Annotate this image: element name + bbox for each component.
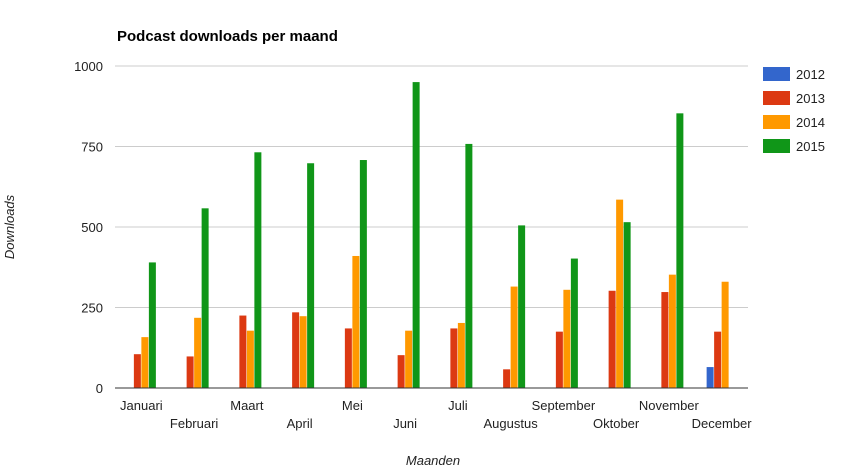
bar-2014-augustus — [510, 286, 518, 388]
x-tick-label: Augustus — [484, 416, 539, 431]
bar-2015-januari — [148, 262, 156, 388]
gridlines — [115, 65, 748, 308]
bar-2013-mei — [344, 328, 352, 388]
legend-swatch-2015 — [763, 139, 790, 153]
bar-2014-oktober — [616, 199, 624, 388]
x-axis-title: Maanden — [406, 453, 460, 468]
bar-2014-februari — [194, 317, 202, 388]
bar-2014-januari — [141, 337, 149, 388]
bar-2014-april — [299, 316, 307, 388]
bar-2014-maart — [246, 330, 254, 388]
x-tick-label: December — [692, 416, 753, 431]
bar-2014-juli — [457, 322, 465, 388]
x-tick-label: Mei — [342, 398, 363, 413]
bar-2015-augustus — [518, 225, 526, 388]
legend-label-2014: 2014 — [796, 115, 825, 130]
bar-2015-juli — [465, 143, 473, 388]
legend-swatch-2012 — [763, 67, 790, 81]
legend-swatch-2013 — [763, 91, 790, 105]
bar-2015-mei — [359, 160, 367, 388]
legend-label-2015: 2015 — [796, 139, 825, 154]
legend-label-2012: 2012 — [796, 67, 825, 82]
bar-2014-december — [721, 281, 729, 388]
x-tick-label: Juni — [393, 416, 417, 431]
y-axis-ticks: 0 250 500 750 1000 — [74, 59, 103, 396]
x-axis-ticks: Januari Februari Maart April Mei Juni Juli Augu… — [120, 398, 752, 431]
bar-2013-juni — [397, 355, 405, 388]
bar-2013-oktober — [608, 290, 616, 388]
x-tick-label: April — [287, 416, 313, 431]
y-tick-label: 1000 — [74, 59, 103, 74]
legend-label-2013: 2013 — [796, 91, 825, 106]
bar-2014-september — [563, 289, 571, 388]
legend: 2012 2013 2014 2015 — [763, 67, 825, 154]
y-tick-label: 750 — [81, 140, 103, 155]
bars — [133, 82, 729, 389]
bar-2015-november — [676, 113, 684, 389]
y-tick-label: 500 — [81, 220, 103, 235]
bar-2014-juni — [405, 330, 413, 388]
bar-2012-december — [706, 367, 714, 388]
x-tick-label: Juli — [448, 398, 468, 413]
y-tick-label: 250 — [81, 301, 103, 316]
bar-2013-juli — [450, 328, 458, 388]
bar-2015-juni — [412, 82, 420, 388]
y-tick-label: 0 — [96, 381, 103, 396]
bar-2015-oktober — [623, 222, 631, 388]
bar-2015-april — [307, 163, 315, 388]
bar-2015-september — [570, 258, 578, 388]
bar-2013-april — [292, 312, 300, 388]
bar-2015-maart — [254, 152, 262, 388]
bar-2014-mei — [352, 255, 360, 388]
bar-2013-januari — [133, 354, 141, 388]
legend-swatch-2014 — [763, 115, 790, 129]
bar-2013-december — [714, 331, 722, 388]
chart-title: Podcast downloads per maand — [117, 28, 338, 45]
bar-2013-maart — [239, 315, 247, 388]
bar-2015-februari — [201, 208, 209, 388]
x-tick-label: Maart — [230, 398, 264, 413]
y-axis-title: Downloads — [2, 194, 17, 259]
bar-2013-september — [555, 331, 563, 388]
x-tick-label: September — [532, 398, 596, 413]
x-tick-label: Oktober — [593, 416, 640, 431]
x-tick-label: Januari — [120, 398, 163, 413]
bar-2013-augustus — [503, 369, 511, 388]
bar-2013-februari — [186, 356, 194, 388]
x-tick-label: Februari — [170, 416, 219, 431]
bar-2014-november — [668, 274, 676, 388]
x-tick-label: November — [639, 398, 700, 413]
bar-2013-november — [661, 292, 669, 388]
